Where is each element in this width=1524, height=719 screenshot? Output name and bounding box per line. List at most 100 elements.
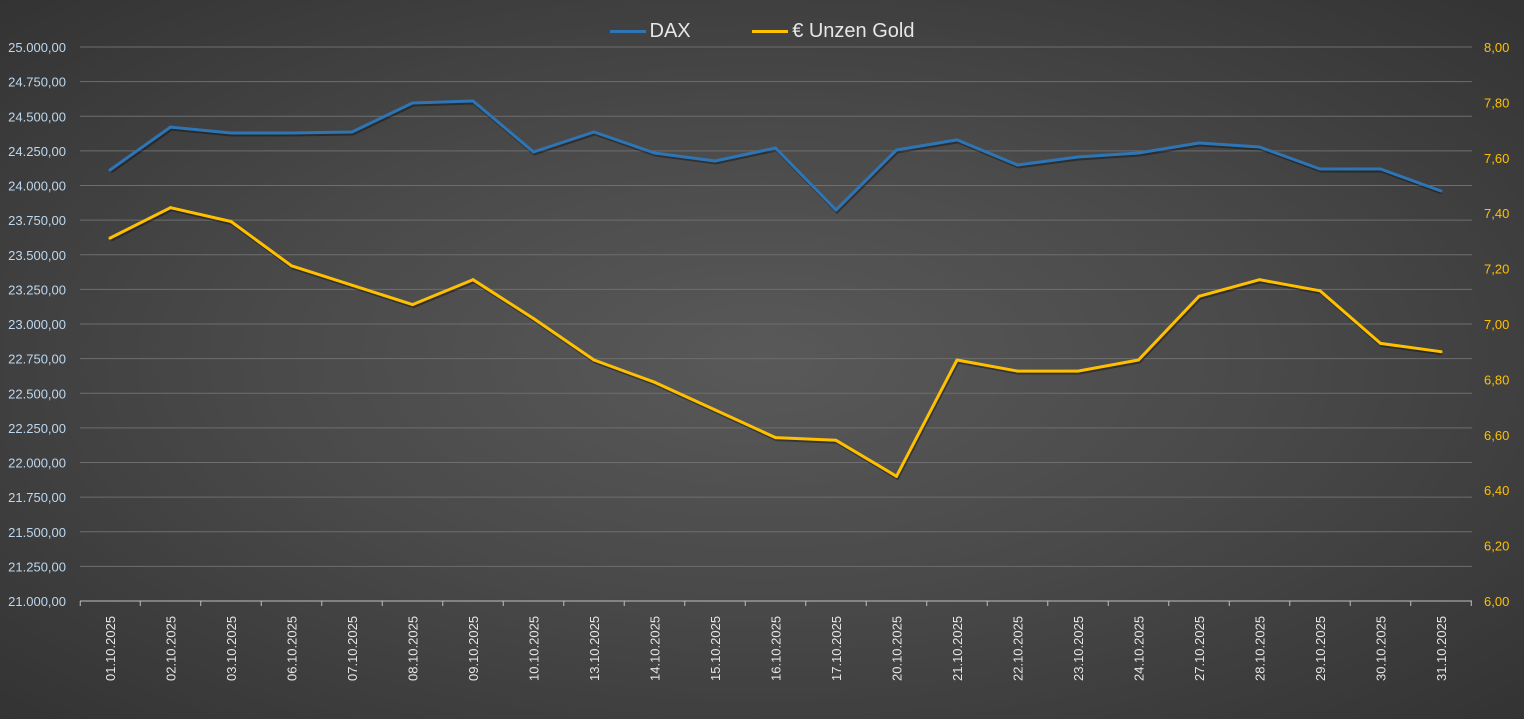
chart-legend: DAX € Unzen Gold: [0, 16, 1524, 43]
dax-point: [1318, 167, 1322, 171]
x-axis-tick-label: 10.10.2025: [527, 616, 542, 681]
dax-point: [1016, 163, 1019, 167]
left-axis-tick-label: 24.750,00: [8, 75, 66, 90]
x-axis-tick-label: 21.10.2025: [950, 616, 965, 681]
gold-point: [169, 206, 172, 210]
gold-point: [653, 380, 656, 384]
gold-point: [834, 438, 838, 442]
x-axis-tick-label: 24.10.2025: [1132, 616, 1147, 681]
dax-point: [955, 138, 959, 142]
gold-point: [1258, 278, 1261, 282]
dax-point: [471, 99, 475, 103]
x-axis-tick-label: 31.10.2025: [1434, 616, 1449, 681]
left-axis-tick-label: 21.250,00: [8, 559, 66, 574]
gold-point: [1318, 289, 1322, 293]
gold-point: [350, 283, 354, 287]
right-axis-tick-label: 8,00: [1484, 40, 1509, 55]
legend-item-gold: € Unzen Gold: [752, 20, 914, 43]
gold-point: [1197, 294, 1201, 298]
right-axis-tick-label: 7,20: [1484, 262, 1509, 277]
series-shadow: [110, 208, 1443, 481]
gold-point: [1379, 341, 1382, 345]
dax-point: [713, 159, 717, 163]
left-axis-tick-label: 25.000,00: [8, 40, 66, 55]
x-axis-tick-label: 07.10.2025: [345, 616, 360, 681]
right-axis-tick-label: 6,00: [1484, 594, 1509, 609]
x-axis-tick-label: 20.10.2025: [890, 616, 905, 681]
right-axis-tick-label: 6,60: [1484, 428, 1509, 443]
dax-point: [834, 208, 838, 212]
dax-point: [169, 125, 172, 129]
x-axis-tick-label: 17.10.2025: [829, 616, 844, 681]
right-axis-tick-label: 7,00: [1484, 317, 1509, 332]
left-axis-tick-label: 21.750,00: [8, 490, 66, 505]
gold-point: [895, 474, 898, 478]
gold-point: [713, 408, 717, 412]
gold-point: [532, 316, 535, 320]
gold-point: [592, 358, 596, 362]
x-axis-tick-label: 13.10.2025: [587, 616, 602, 681]
x-axis-tick-label: 16.10.2025: [769, 616, 784, 681]
right-axis-tick-label: 6,40: [1484, 483, 1509, 498]
gold-point: [1137, 358, 1140, 362]
dax-point: [592, 130, 596, 134]
left-axis-tick-label: 21.500,00: [8, 525, 66, 540]
gold-point: [955, 358, 959, 362]
gold-point: [1439, 350, 1443, 354]
right-axis-tick-label: 7,80: [1484, 95, 1509, 110]
x-axis-tick-label: 30.10.2025: [1374, 616, 1389, 681]
dax-point: [532, 150, 535, 154]
gold-point: [471, 278, 475, 282]
legend-swatch-dax: [609, 30, 646, 33]
dax-point: [411, 101, 414, 105]
left-axis-tick-label: 24.500,00: [8, 109, 66, 124]
dax-point: [1379, 167, 1382, 171]
right-axis-tick-label: 7,60: [1484, 151, 1509, 166]
x-axis-tick-label: 08.10.2025: [406, 616, 421, 681]
x-axis-tick-label: 01.10.2025: [103, 616, 118, 681]
dax-point: [653, 151, 656, 155]
right-axis-tick-label: 6,80: [1484, 372, 1509, 387]
gold-point: [411, 303, 414, 307]
x-axis-tick-label: 03.10.2025: [224, 616, 239, 681]
x-axis-tick-label: 09.10.2025: [466, 616, 481, 681]
dax-point: [895, 148, 898, 152]
left-axis-tick-label: 24.000,00: [8, 179, 66, 194]
dax-point: [1439, 189, 1443, 193]
dax-point: [1076, 155, 1080, 159]
x-axis-tick-label: 06.10.2025: [285, 616, 300, 681]
dax-point: [350, 130, 354, 134]
dax-point: [1258, 145, 1261, 149]
left-axis-tick-label: 23.000,00: [8, 317, 66, 332]
left-axis-tick-label: 23.500,00: [8, 248, 66, 263]
x-axis-tick-label: 23.10.2025: [1071, 616, 1086, 681]
gold-point: [774, 436, 777, 440]
x-axis-tick-label: 27.10.2025: [1192, 616, 1207, 681]
left-axis-tick-label: 22.250,00: [8, 421, 66, 436]
left-axis-tick-label: 23.750,00: [8, 213, 66, 228]
gold-point: [1016, 369, 1019, 373]
left-axis-tick-label: 24.250,00: [8, 144, 66, 159]
gold-line: [109, 206, 1442, 478]
right-axis-tick-label: 7,40: [1484, 206, 1509, 221]
left-axis-tick-label: 22.500,00: [8, 386, 66, 401]
x-axis-tick-label: 29.10.2025: [1313, 616, 1328, 681]
legend-label-gold: € Unzen Gold: [792, 20, 915, 42]
x-axis-tick-label: 02.10.2025: [164, 616, 179, 681]
gold-point: [290, 264, 293, 268]
legend-swatch-gold: [752, 30, 789, 33]
dax-point: [290, 131, 293, 135]
dax-line: [109, 99, 1442, 212]
x-axis-tick-label: 14.10.2025: [648, 616, 663, 681]
x-axis-tick-label: 28.10.2025: [1253, 616, 1268, 681]
gold-point: [1076, 369, 1080, 373]
left-axis-tick-label: 23.250,00: [8, 282, 66, 297]
legend-label-dax: DAX: [649, 20, 691, 42]
dax-point: [1197, 141, 1201, 145]
dax-point: [774, 146, 777, 150]
dax-point: [229, 131, 233, 135]
x-axis-tick-label: 15.10.2025: [708, 616, 723, 681]
gold-point: [229, 220, 233, 224]
x-axis-tick-label: 22.10.2025: [1011, 616, 1026, 681]
